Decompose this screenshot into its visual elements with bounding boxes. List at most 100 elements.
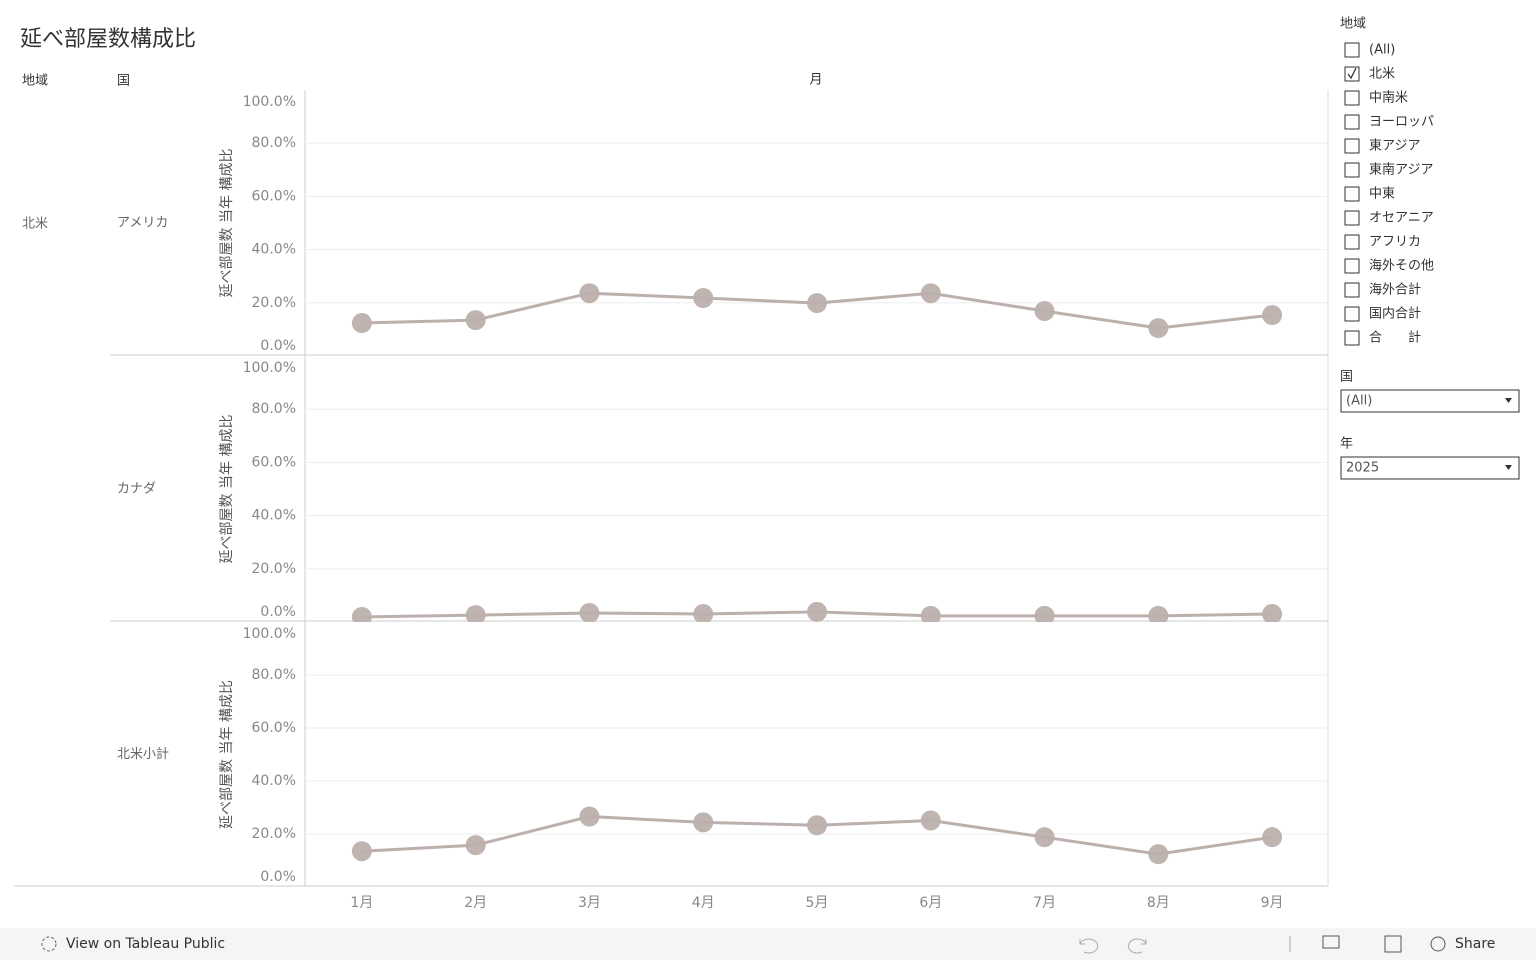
- device-icon[interactable]: [1322, 935, 1340, 949]
- view-link[interactable]: View on Tableau Public: [66, 936, 225, 952]
- fullscreen-icon[interactable]: [1384, 935, 1402, 953]
- filter-option: 海外合計: [1369, 282, 1421, 298]
- y-tick-label: 0.0%: [260, 338, 296, 354]
- plot: [351, 283, 1283, 339]
- country-label: 北米小計: [117, 746, 169, 762]
- plot: [351, 806, 1283, 865]
- y-tick-label: 0.0%: [260, 869, 296, 885]
- dropdown-value: 2025: [1346, 461, 1379, 476]
- point: [807, 293, 827, 314]
- x-tick-label: 7月: [1033, 895, 1056, 911]
- filter-option: 東アジア: [1369, 138, 1420, 154]
- y-axis-label: 延べ部屋数 当年 構成比: [219, 680, 235, 829]
- point: [1262, 604, 1283, 622]
- checkbox[interactable]: [1344, 210, 1360, 226]
- x-tick-label: 6月: [919, 895, 942, 911]
- checkbox[interactable]: [1344, 282, 1360, 298]
- point: [465, 605, 486, 622]
- tableau-icon: [41, 936, 57, 952]
- point: [465, 835, 486, 856]
- checkbox[interactable]: [1344, 234, 1360, 250]
- x-tick-label: 5月: [806, 895, 829, 911]
- dropdown-arrow: [1505, 398, 1512, 403]
- filter-option: 北米: [1369, 67, 1395, 82]
- y-tick-label: 100.0%: [243, 626, 296, 642]
- y-axis-label: 延べ部屋数 当年 構成比: [219, 415, 235, 564]
- redo-icon[interactable]: [1127, 938, 1147, 954]
- y-tick-label: 60.0%: [252, 188, 296, 204]
- x-tick-label: 1月: [350, 895, 373, 911]
- point: [920, 283, 941, 304]
- point: [693, 604, 714, 622]
- country-label: カナダ: [117, 482, 156, 497]
- point: [1148, 318, 1169, 339]
- y-tick-label: 40.0%: [252, 773, 296, 789]
- y-tick-label: 20.0%: [252, 826, 296, 842]
- point: [1262, 305, 1283, 326]
- point: [579, 806, 600, 827]
- checkbox[interactable]: [1344, 162, 1360, 178]
- y-axis-label: 延べ部屋数 当年 構成比: [219, 149, 235, 298]
- dropdown[interactable]: [1340, 389, 1520, 413]
- x-tick-label: 8月: [1147, 895, 1170, 911]
- checkmark: [1347, 67, 1357, 80]
- filter-option: 中東: [1369, 186, 1395, 202]
- filter-option: 中南米: [1369, 90, 1408, 106]
- y-tick-label: 0.0%: [260, 604, 296, 620]
- point: [807, 815, 827, 836]
- plot: [351, 601, 1283, 622]
- y-tick-label: 100.0%: [243, 94, 296, 110]
- point: [351, 841, 372, 862]
- x-tick-label: 4月: [692, 895, 715, 911]
- undo-icon[interactable]: [1079, 938, 1099, 954]
- filter-option: 合 計: [1369, 330, 1421, 346]
- checkbox[interactable]: [1344, 186, 1360, 202]
- y-tick-label: 20.0%: [252, 561, 296, 577]
- title: 延べ部屋数構成比: [20, 27, 196, 52]
- point: [1034, 605, 1055, 622]
- checkbox[interactable]: [1344, 330, 1360, 346]
- checkbox[interactable]: [1344, 114, 1360, 130]
- point: [1148, 844, 1169, 865]
- point: [920, 810, 941, 831]
- checkbox[interactable]: [1344, 258, 1360, 274]
- dropdown-value: (All): [1346, 394, 1372, 409]
- filter-option: (All): [1369, 43, 1395, 58]
- filter-option: アフリカ: [1369, 235, 1421, 250]
- filter-option: ヨーロッパ: [1369, 115, 1434, 130]
- country-header: 国: [117, 74, 130, 89]
- share-button[interactable]: Share: [1455, 936, 1495, 952]
- y-tick-label: 80.0%: [252, 667, 296, 683]
- point: [351, 606, 372, 622]
- x-tick-label: 3月: [578, 895, 601, 911]
- region-header: 地域: [22, 74, 48, 89]
- y-tick-label: 60.0%: [252, 454, 296, 470]
- point: [693, 812, 714, 833]
- x-tick-label: 2月: [464, 895, 487, 911]
- point: [579, 283, 600, 304]
- x-tick-label: 9月: [1261, 895, 1284, 911]
- filter-option: オセアニア: [1369, 211, 1434, 226]
- y-tick-label: 20.0%: [252, 295, 296, 311]
- region-label: 北米: [22, 217, 48, 232]
- checkbox[interactable]: [1344, 306, 1360, 322]
- y-tick-label: 80.0%: [252, 401, 296, 417]
- share-icon[interactable]: [1430, 936, 1446, 952]
- filter-option: 東南アジア: [1369, 162, 1433, 178]
- filter-label: 国: [1340, 370, 1353, 385]
- y-tick-label: 40.0%: [252, 242, 296, 258]
- checkbox[interactable]: [1344, 42, 1360, 58]
- point: [579, 602, 600, 622]
- filter-label: 地域: [1340, 17, 1366, 32]
- filter-option: 国内合計: [1369, 306, 1421, 322]
- y-tick-label: 80.0%: [252, 135, 296, 151]
- point: [807, 601, 827, 622]
- y-tick-label: 100.0%: [243, 360, 296, 376]
- checkbox[interactable]: [1344, 138, 1360, 154]
- checkbox[interactable]: [1344, 90, 1360, 106]
- y-tick-label: 60.0%: [252, 720, 296, 736]
- dropdown[interactable]: [1340, 456, 1520, 480]
- checkbox[interactable]: [1344, 66, 1360, 82]
